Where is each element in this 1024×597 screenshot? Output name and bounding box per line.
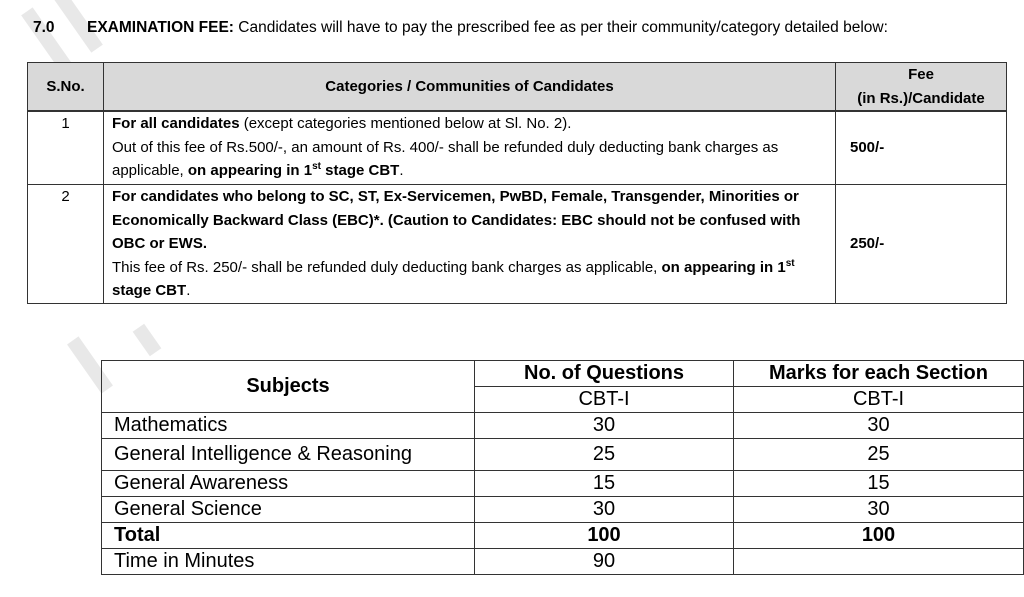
questions: 15 — [474, 470, 734, 497]
header-category: Categories / Communities of Candidates — [103, 62, 836, 112]
header-marks: Marks for each Section — [733, 360, 1024, 387]
table-row: General Awareness 15 15 — [101, 470, 1024, 497]
exam-header-row: Subjects No. of Questions Marks for each… — [101, 360, 1024, 413]
subheader-questions: CBT-I — [474, 386, 734, 413]
exam-pattern-table: Subjects No. of Questions Marks for each… — [101, 360, 1024, 575]
questions: 100 — [474, 522, 734, 549]
total-row: Total 100 100 — [101, 522, 1024, 549]
questions: 90 — [474, 548, 734, 575]
subject: Time in Minutes — [101, 548, 475, 575]
subject: General Awareness — [101, 470, 475, 497]
subheader-marks: CBT-I — [733, 386, 1024, 413]
table-row: 2 For candidates who belong to SC, ST, E… — [27, 184, 1007, 304]
row-fee: 500/- — [835, 110, 1007, 185]
row-sno: 2 — [27, 184, 104, 304]
subject: Mathematics — [101, 412, 475, 439]
subject: General Science — [101, 496, 475, 523]
row-sno: 1 — [27, 110, 104, 185]
header-questions: No. of Questions — [474, 360, 734, 387]
marks — [733, 548, 1024, 575]
subject: Total — [101, 522, 475, 549]
row-category: For all candidates (except categories me… — [103, 110, 836, 185]
table-row: General Intelligence & Reasoning 25 25 — [101, 438, 1024, 471]
marks: 25 — [733, 438, 1024, 471]
marks: 100 — [733, 522, 1024, 549]
section-number: 7.0 — [33, 19, 55, 36]
fee-table-header: S.No. Categories / Communities of Candid… — [27, 62, 1007, 112]
watermark — [132, 323, 162, 357]
subject: General Intelligence & Reasoning — [101, 438, 475, 471]
table-row: Mathematics 30 30 — [101, 412, 1024, 439]
exam-subheader-row: CBT-I CBT-I — [102, 386, 1024, 413]
section-heading: 7.0 EXAMINATION FEE: Candidates will hav… — [33, 17, 993, 39]
table-row: 1 For all candidates (except categories … — [27, 110, 1007, 185]
row-category: For candidates who belong to SC, ST, Ex-… — [103, 184, 836, 304]
questions: 25 — [474, 438, 734, 471]
marks: 30 — [733, 496, 1024, 523]
questions: 30 — [474, 412, 734, 439]
table-row: General Science 30 30 — [101, 496, 1024, 523]
header-fee: Fee (in Rs.)/Candidate — [835, 62, 1007, 112]
table-row: Time in Minutes 90 — [101, 548, 1024, 575]
section-text: Candidates will have to pay the prescrib… — [233, 19, 888, 36]
section-title: EXAMINATION FEE: — [87, 19, 234, 36]
marks: 15 — [733, 470, 1024, 497]
marks: 30 — [733, 412, 1024, 439]
fee-table: S.No. Categories / Communities of Candid… — [27, 62, 1007, 304]
row-fee: 250/- — [835, 184, 1007, 304]
header-subjects: Subjects — [101, 360, 475, 413]
questions: 30 — [474, 496, 734, 523]
header-sno: S.No. — [27, 62, 104, 112]
